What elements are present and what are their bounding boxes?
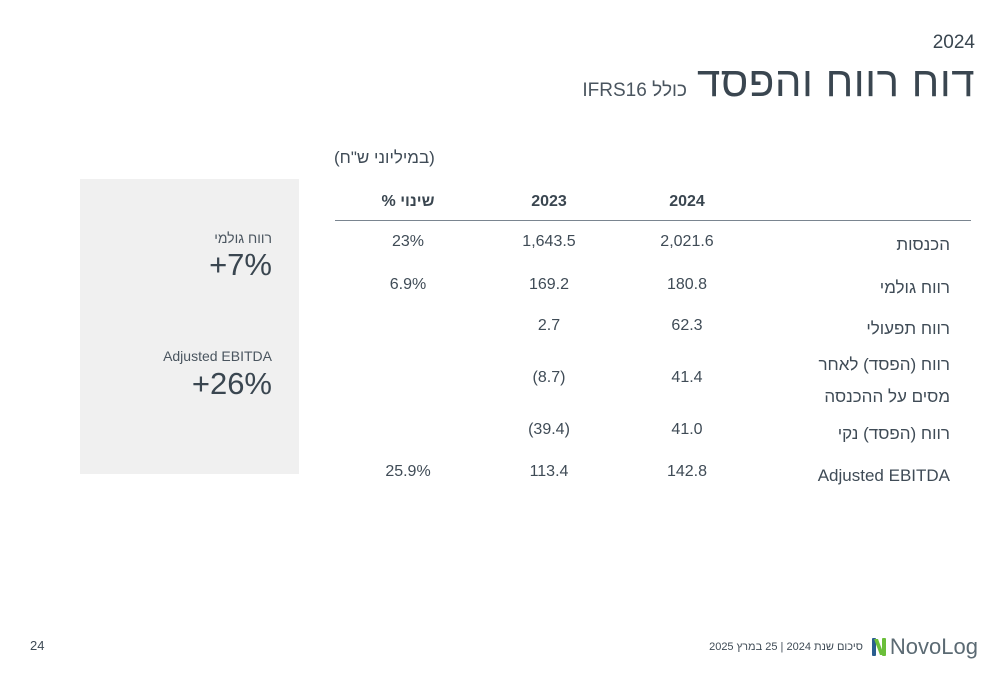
kpi-panel: רווח גולמי +7% Adjusted EBITDA +26% bbox=[80, 179, 299, 474]
page-title: דוח רווח והפסד bbox=[696, 58, 975, 105]
cell-revenue-2023: 1,643.5 bbox=[522, 233, 576, 250]
kpi-label-ebitda: Adjusted EBITDA bbox=[163, 348, 272, 364]
kpi-label-gross-profit: רווח גולמי bbox=[214, 230, 272, 246]
cell-adjusted-ebitda-change: 25.9% bbox=[385, 463, 431, 480]
cell-net-profit-2023: (39.4) bbox=[528, 421, 570, 438]
cell-gross-profit-change: 6.9% bbox=[389, 276, 427, 293]
cell-operating-profit-2024: 62.3 bbox=[671, 317, 703, 334]
row-label-net-profit: רווח (הפסד) נקי bbox=[837, 424, 950, 443]
kpi-value-gross-profit: +7% bbox=[209, 247, 272, 282]
cell-gross-profit-2024: 180.8 bbox=[666, 276, 708, 293]
units-label: (במיליוני ש"ח) bbox=[334, 148, 435, 167]
footer-brand: NovoLog סיכום שנת 2024 | 25 במרץ 2025 bbox=[709, 634, 978, 660]
cell-adjusted-ebitda-2024: 142.8 bbox=[666, 463, 708, 480]
cell-profit-after-tax-2023: (8.7) bbox=[532, 369, 566, 386]
cell-revenue-2024: 2,021.6 bbox=[660, 233, 714, 250]
cell-net-profit-2024: 41.0 bbox=[671, 421, 703, 438]
novolog-logo: NovoLog bbox=[871, 634, 978, 660]
row-label-revenue: הכנסות bbox=[896, 235, 950, 254]
page-number: 24 bbox=[30, 638, 45, 653]
report-year: 2024 bbox=[932, 32, 975, 53]
cell-profit-after-tax-2024: 41.4 bbox=[671, 369, 703, 386]
cell-operating-profit-2023: 2.7 bbox=[537, 317, 561, 334]
cell-gross-profit-2023: 169.2 bbox=[528, 276, 570, 293]
cell-adjusted-ebitda-2023: 113.4 bbox=[529, 463, 569, 480]
footer-caption: סיכום שנת 2024 | 25 במרץ 2025 bbox=[709, 641, 863, 653]
row-label-operating-profit: רווח תפעולי bbox=[866, 319, 950, 338]
column-header-2024: 2024 bbox=[669, 193, 705, 210]
page-subtitle: כולל IFRS16 bbox=[582, 80, 687, 101]
kpi-value-ebitda: +26% bbox=[191, 366, 272, 401]
page-title-row: דוח רווח והפסד כולל IFRS16 bbox=[582, 58, 975, 106]
logo-text: NovoLog bbox=[889, 634, 978, 659]
cell-revenue-change: 23% bbox=[391, 233, 425, 250]
column-header-2023: 2023 bbox=[531, 193, 567, 210]
novolog-mark-icon bbox=[871, 638, 886, 656]
column-header-change: שינוי % bbox=[381, 193, 435, 210]
row-label-gross-profit: רווח גולמי bbox=[879, 278, 950, 297]
row-label-adjusted-ebitda: Adjusted EBITDA bbox=[817, 466, 950, 485]
row-label-profit-after-tax: רווח (הפסד) לאחר מסים על ההכנסה bbox=[818, 355, 950, 406]
table-header-divider bbox=[335, 220, 971, 221]
